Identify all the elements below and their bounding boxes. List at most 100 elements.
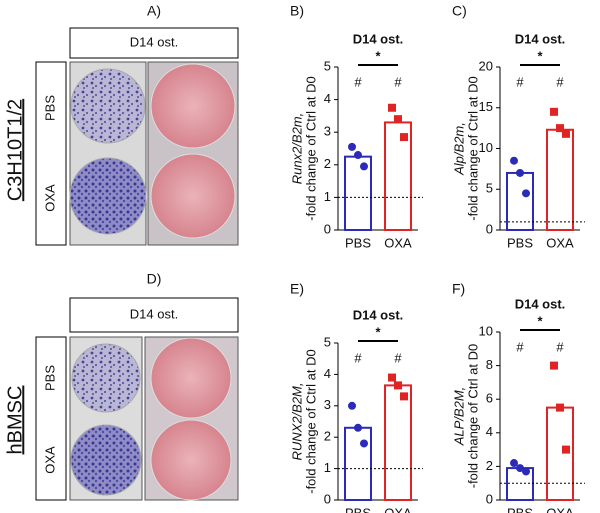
y-tick-label: 5: [324, 334, 331, 349]
chart: C) D14 ost. Alp/B2m, -fold change of Ctrl a…: [451, 3, 585, 250]
bar-mark: #: [556, 339, 564, 354]
point: [550, 107, 558, 116]
point: [354, 151, 362, 160]
row-label: PBS: [42, 95, 57, 121]
bar-mark: #: [516, 339, 524, 354]
point: [400, 392, 408, 401]
x-tick-label: PBS: [507, 235, 533, 250]
point: [354, 423, 362, 432]
y-axis-label: -fold change of Ctrl at D0: [465, 344, 480, 489]
row-label: OXA: [42, 184, 57, 212]
well: [150, 419, 232, 501]
point: [522, 467, 530, 476]
header: D14 ost.: [130, 306, 178, 321]
well: [70, 68, 146, 144]
y-tick-label: 2: [324, 429, 331, 444]
point: [516, 168, 524, 177]
point: [400, 133, 408, 142]
well: [150, 63, 236, 149]
point: [360, 439, 368, 448]
image-panel-a: A) D14 ost. PBS OXA C3H10T1/2: [4, 3, 239, 246]
chart: E) D14 ost. RUNX2/B2M, -fold change of Ctrl…: [289, 281, 423, 513]
image-panel-d: D) D14 ost. PBS OXA hBMSC: [4, 271, 239, 501]
header: D14 ost.: [130, 34, 178, 49]
point: [388, 373, 396, 382]
header-box: [69, 27, 239, 59]
y-axis-label: Runx2/B2m,: [289, 113, 304, 185]
point: [550, 361, 558, 370]
panel-label: E): [290, 281, 304, 297]
point: [510, 459, 518, 468]
chart-title: D14 ost.: [515, 296, 566, 311]
y-axis-label: -fold change of Ctrl at D0: [303, 76, 318, 221]
significance: *: [375, 324, 381, 339]
bar: [546, 128, 574, 232]
panel-label: C): [452, 3, 467, 19]
well: [69, 157, 147, 235]
row-box: [35, 336, 67, 501]
y-tick-label: 0: [486, 491, 493, 506]
header-box: [69, 297, 239, 333]
panel-label: A): [147, 3, 161, 19]
y-tick-label: 15: [479, 99, 493, 114]
y-tick-label: 10: [479, 140, 493, 155]
y-axis-label: Alp/B2m,: [451, 122, 466, 176]
point: [510, 156, 518, 165]
point: [348, 142, 356, 151]
chart-title: D14 ost.: [353, 307, 404, 322]
bar-mark: #: [354, 350, 362, 365]
bar-mark: #: [354, 74, 362, 89]
significance: *: [537, 48, 543, 63]
y-tick-label: 2: [486, 458, 493, 473]
y-tick-label: 3: [324, 397, 331, 412]
x-tick-label: PBS: [507, 505, 533, 513]
y-tick-label: 4: [324, 91, 331, 106]
point: [348, 401, 356, 410]
well: [70, 424, 142, 496]
row-label: PBS: [42, 365, 57, 391]
y-tick-label: 1: [324, 189, 331, 204]
y-tick-label: 6: [486, 391, 493, 406]
side-label: C3H10T1/2: [4, 99, 26, 201]
row-label: OXA: [42, 446, 57, 474]
y-tick-label: 4: [324, 366, 331, 381]
bar-mark: #: [516, 74, 524, 89]
point: [516, 464, 524, 473]
y-tick-label: 20: [479, 58, 493, 73]
bar-mark: #: [394, 74, 402, 89]
point: [388, 103, 396, 112]
y-axis-label: -fold change of Ctrl at D0: [465, 76, 480, 221]
x-tick-label: OXA: [546, 235, 574, 250]
well: [150, 153, 236, 239]
point: [394, 115, 402, 124]
bar: [384, 384, 412, 502]
point: [556, 124, 564, 133]
well: [71, 343, 141, 413]
significance: *: [375, 48, 381, 63]
chart: B) D14 ost. Runx2/B2m, -fold change of Ctrl…: [289, 3, 423, 250]
x-tick-label: OXA: [546, 505, 574, 513]
bar: [546, 406, 574, 502]
panel-label: B): [290, 3, 304, 19]
significance: *: [537, 313, 543, 328]
chart: F) D14 ost. ALP/B2M, -fold change of Ctrl a…: [451, 281, 585, 513]
y-tick-label: 10: [479, 323, 493, 338]
y-tick-label: 5: [324, 58, 331, 73]
y-tick-label: 0: [324, 491, 331, 506]
x-tick-label: OXA: [384, 235, 412, 250]
x-tick-label: PBS: [345, 505, 371, 513]
point: [522, 189, 530, 198]
y-tick-label: 4: [486, 424, 493, 439]
y-tick-label: 2: [324, 156, 331, 171]
bar-mark: #: [394, 350, 402, 365]
y-tick-label: 8: [486, 357, 493, 372]
y-axis-label: -fold change of Ctrl at D0: [303, 349, 318, 494]
y-axis-label: ALP/B2M,: [451, 387, 466, 447]
bar: [344, 426, 372, 501]
panel-label: D): [147, 271, 162, 287]
y-tick-label: 1: [324, 460, 331, 475]
point: [360, 162, 368, 171]
bar-mark: #: [556, 74, 564, 89]
y-tick-label: 0: [486, 221, 493, 236]
